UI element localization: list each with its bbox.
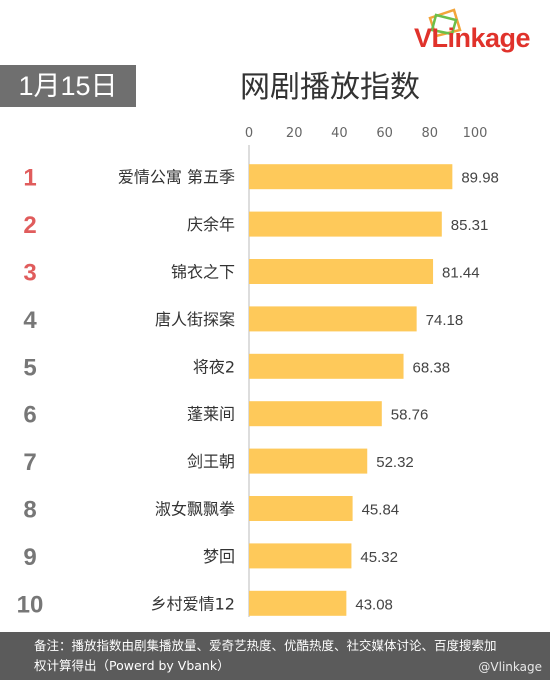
bar bbox=[249, 401, 382, 427]
rank-label: 4 bbox=[23, 307, 37, 334]
rank-label: 7 bbox=[23, 449, 36, 476]
logo-icon bbox=[428, 8, 462, 38]
category-label: 将夜2 bbox=[193, 357, 235, 376]
brand-name: VLinkage bbox=[413, 23, 531, 53]
category-label: 淑女飘飘拳 bbox=[155, 500, 235, 519]
x-tick-label: 80 bbox=[422, 126, 439, 141]
bar bbox=[249, 259, 434, 284]
rank-label: 9 bbox=[23, 544, 36, 571]
x-tick-label: 40 bbox=[331, 126, 348, 141]
rank-label: 8 bbox=[23, 497, 36, 524]
data-label: 45.32 bbox=[360, 549, 398, 566]
bar bbox=[249, 448, 368, 474]
footer-source: @Vlinkage bbox=[478, 660, 542, 674]
bar bbox=[249, 306, 417, 332]
brand-logo: VLinkage bbox=[390, 8, 531, 54]
category-label: 锦衣之下 bbox=[171, 263, 235, 282]
x-tick-label: 0 bbox=[245, 126, 253, 141]
data-label: 89.98 bbox=[461, 170, 499, 187]
x-tick-label: 60 bbox=[376, 126, 393, 141]
data-label: 85.31 bbox=[451, 217, 489, 234]
x-tick-label: 20 bbox=[286, 126, 303, 141]
category-label: 剑王朝 bbox=[187, 452, 235, 471]
category-label: 乡村爱情12 bbox=[151, 594, 235, 613]
bar bbox=[249, 543, 352, 569]
category-label: 爱情公寓 第五季 bbox=[118, 168, 235, 187]
data-label: 68.38 bbox=[413, 359, 451, 376]
bar bbox=[249, 496, 353, 521]
rank-label: 2 bbox=[23, 212, 36, 239]
category-label: 蓬莱间 bbox=[187, 405, 235, 424]
bar bbox=[249, 164, 453, 190]
bar bbox=[249, 353, 404, 379]
category-label: 唐人街探案 bbox=[155, 310, 235, 329]
data-label: 45.84 bbox=[362, 502, 400, 519]
category-label: 梦回 bbox=[203, 547, 235, 566]
data-label: 52.32 bbox=[376, 454, 414, 471]
bar bbox=[249, 590, 347, 616]
data-label: 43.08 bbox=[355, 596, 393, 613]
rank-label: 3 bbox=[23, 260, 36, 287]
rank-label: 6 bbox=[23, 402, 36, 429]
footer-note-text: 备注：播放指数由剧集播放量、爱奇艺热度、优酷热度、社交媒体讨论、百度搜索加权计算… bbox=[34, 638, 497, 673]
data-label: 58.76 bbox=[391, 407, 429, 424]
category-label: 庆余年 bbox=[187, 215, 235, 234]
rank-label: 5 bbox=[23, 354, 36, 381]
rank-label: 10 bbox=[17, 591, 44, 618]
bar bbox=[249, 211, 442, 237]
data-label: 81.44 bbox=[442, 265, 480, 282]
rank-label: 1 bbox=[23, 165, 36, 192]
footer-note: 备注：播放指数由剧集播放量、爱奇艺热度、优酷热度、社交媒体讨论、百度搜索加权计算… bbox=[0, 632, 550, 680]
x-tick-label: 100 bbox=[463, 126, 488, 141]
date-badge: 1月15日 bbox=[0, 65, 136, 107]
chart-title: 网剧播放指数 bbox=[240, 70, 420, 105]
bar-chart: 0 20 40 60 80 100 爱情公寓 第五季 89.98 1 庆余年 85.31 2 锦衣之下 8… bbox=[17, 126, 499, 618]
data-label: 74.18 bbox=[426, 312, 464, 329]
